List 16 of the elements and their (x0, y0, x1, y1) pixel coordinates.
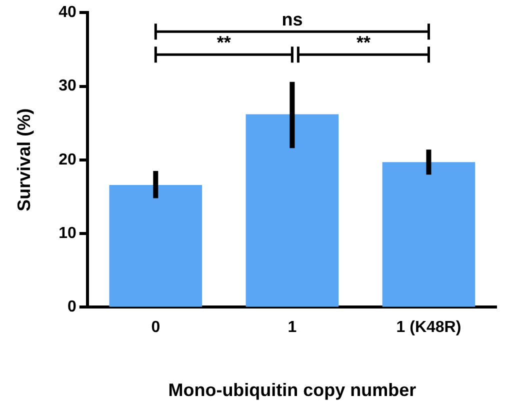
y-tick-label: 30 (58, 78, 76, 95)
y-tick-label: 20 (58, 151, 76, 168)
bar (109, 184, 202, 307)
y-tick-label: 0 (67, 298, 76, 316)
x-tick-label: 1 (288, 319, 297, 336)
x-tick-label: 0 (151, 319, 160, 336)
y-axis-title: Survival (%) (14, 108, 34, 212)
x-axis-title: Mono-ubiquitin copy number (168, 380, 416, 400)
y-tick-label: 40 (58, 4, 76, 22)
x-tick-label: 1 (K48R) (396, 319, 462, 336)
y-tick-label: 10 (58, 224, 76, 242)
annotation: ** (356, 32, 370, 53)
bar (382, 162, 476, 307)
annotation: ** (216, 32, 231, 53)
bar (246, 114, 339, 307)
annotation: ns (282, 10, 303, 30)
